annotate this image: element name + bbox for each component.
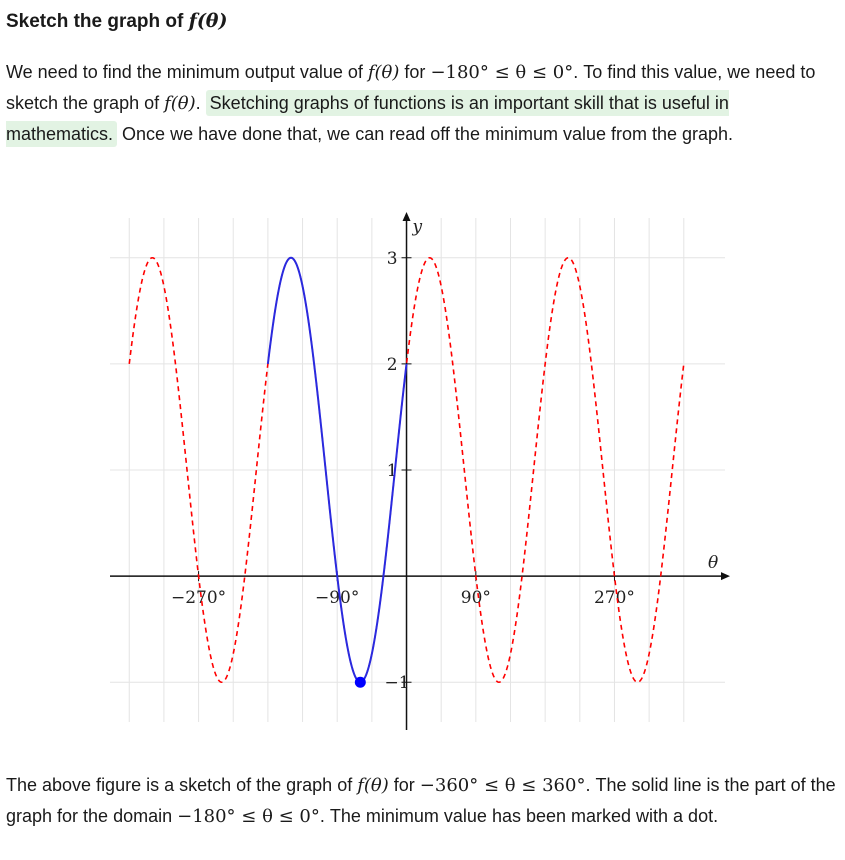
intro-paragraph: We need to find the minimum output value…: [6, 57, 838, 149]
y-tick-label: 1: [387, 461, 398, 481]
y-tick-label: −1: [385, 673, 410, 693]
math-domain: −180° ≤ θ ≤ 0°: [177, 806, 320, 827]
math-f-theta: f(θ): [357, 775, 389, 796]
domain-curve-solid: [266, 256, 408, 684]
math-f-theta: f(θ): [164, 93, 196, 114]
function-notation: f(θ): [188, 10, 228, 32]
math-domain: −360° ≤ θ ≤ 360°: [419, 775, 586, 796]
function-graph: y θ −270° −90° 90° 270° −1 1 2 3: [110, 212, 730, 730]
x-axis-label: θ: [708, 553, 718, 573]
math-f-theta: f(θ): [367, 62, 400, 83]
x-tick-label: −270°: [171, 588, 226, 608]
x-tick-label: 270°: [594, 588, 635, 608]
x-tick-label: −90°: [315, 588, 359, 608]
y-axis-arrowhead: [402, 212, 411, 221]
y-tick-label: 2: [387, 355, 398, 375]
y-axis-label: y: [412, 217, 423, 237]
y-tick-label: 3: [387, 249, 398, 269]
page-title: Sketch the graph of f(θ): [6, 10, 228, 32]
math-domain: −180° ≤ θ ≤ 0°: [430, 62, 574, 83]
figure-caption: The above figure is a sketch of the grap…: [6, 775, 836, 827]
x-tick-label: 90°: [461, 588, 491, 608]
x-axis-arrowhead: [721, 572, 730, 581]
full-curve-dashed: [128, 256, 685, 684]
minimum-point: [354, 676, 366, 688]
